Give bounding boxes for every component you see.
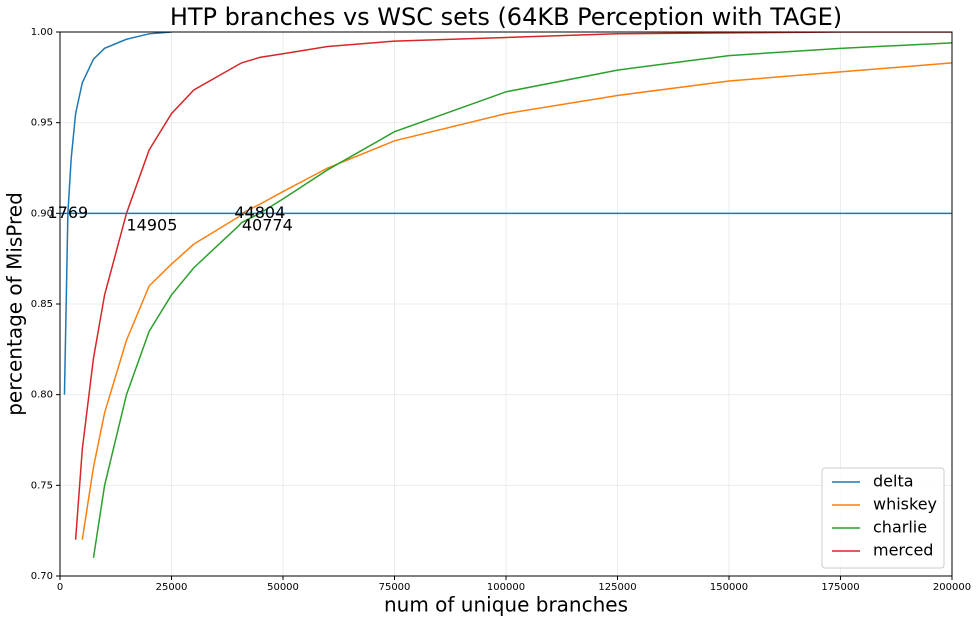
x-tick-label: 200000 [933,582,971,593]
series-line [63,32,172,395]
y-tick-label: 0.75 [31,480,53,491]
axes: 0 25000 50000 75000 100000 125000 150000 175000… [31,27,971,593]
y-tick-label: 1.00 [31,27,53,38]
legend-box [821,467,945,569]
plot-frame [59,31,953,577]
annotation: 14905 [126,216,177,235]
y-tick-label: 0.80 [31,390,53,401]
series-line [74,32,952,540]
x-axis-label: num of unique branches [384,593,628,617]
y-tick-label: 0.85 [31,299,53,310]
x-tick-label: 25000 [156,582,188,593]
annotation: 44804 [234,203,285,222]
y-axis-label: percentage of MisPred [3,192,27,416]
x-tick-label: 75000 [379,582,411,593]
x-tick-label: 150000 [710,582,748,593]
legend-label: delta [873,472,914,491]
chart-title: HTP branches vs WSC sets (64KB Perceptio… [170,3,842,31]
y-tick-label: 0.90 [31,208,53,219]
series-line [81,62,952,540]
x-tick-label: 50000 [267,582,299,593]
annotation: 40774 [242,216,293,235]
x-tick-label: 125000 [598,582,636,593]
y-tick-label: 0.95 [31,118,53,129]
x-tick-label: 0 [57,582,63,593]
legend-label: charlie [873,518,927,537]
y-tick-label: 0.70 [31,571,53,582]
x-tick-label: 175000 [821,582,859,593]
plot-area [60,32,952,558]
x-tick-label: 100000 [487,582,525,593]
legend-label: merced [873,541,933,560]
annotation: 1769 [48,203,89,222]
legend-label: whiskey [873,495,937,514]
